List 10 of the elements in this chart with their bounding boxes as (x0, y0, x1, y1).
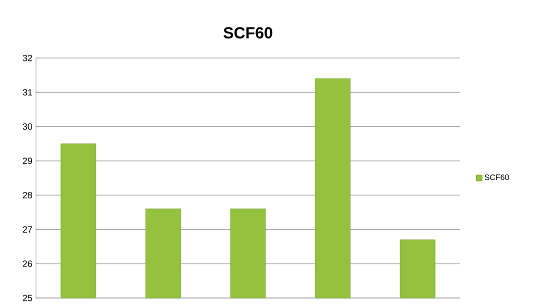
y-tick-label: 28 (22, 192, 32, 198)
y-tick-label: 31 (22, 89, 32, 96)
y-tick-label: 32 (22, 54, 32, 62)
y-tick-label: 29 (22, 158, 32, 164)
y-tick-label: 25 (22, 294, 32, 302)
chart-title: SCF60 (224, 27, 272, 38)
y-tick-label: 27 (22, 226, 32, 233)
y-tick-label: 26 (22, 260, 32, 267)
legend-label: SCF60 (484, 174, 509, 180)
y-tick-label: 30 (22, 123, 32, 130)
